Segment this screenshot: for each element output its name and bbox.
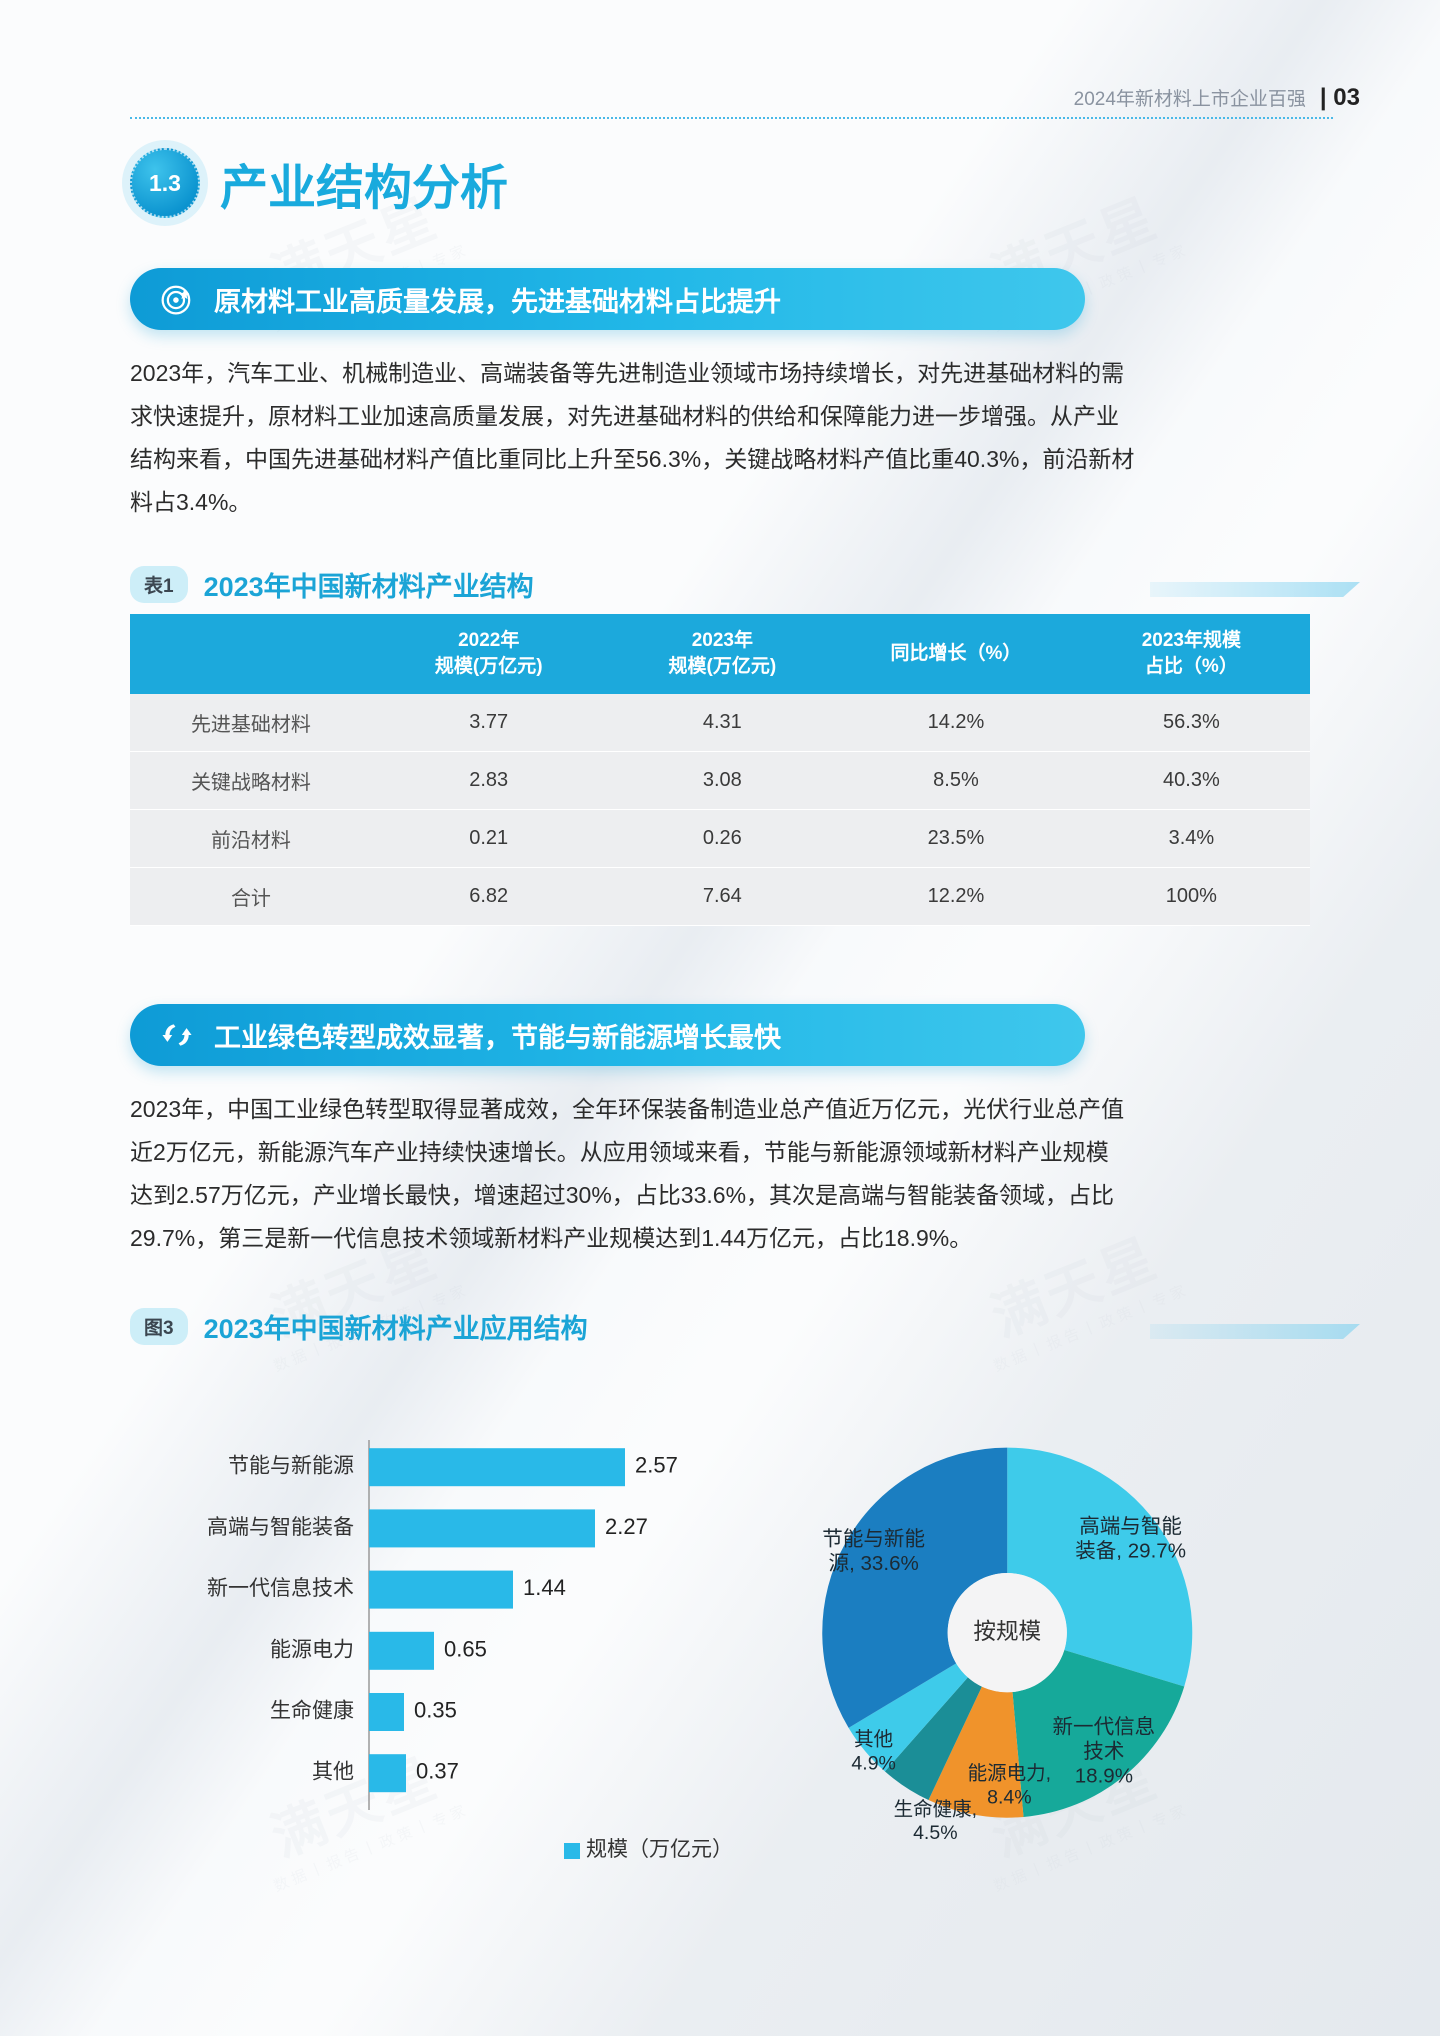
- svg-text:节能与新能: 节能与新能: [822, 1527, 925, 1550]
- svg-text:节能与新能源: 节能与新能源: [228, 1455, 354, 1478]
- svg-text:能源电力: 能源电力: [270, 1638, 354, 1661]
- svg-text:源, 33.6%: 源, 33.6%: [829, 1552, 919, 1575]
- svg-text:新一代信息: 新一代信息: [1052, 1715, 1155, 1738]
- svg-text:生命健康,: 生命健康,: [894, 1799, 977, 1821]
- svg-text:4.5%: 4.5%: [913, 1822, 957, 1844]
- svg-text:0.35: 0.35: [414, 1698, 457, 1723]
- svg-text:18.9%: 18.9%: [1075, 1765, 1133, 1788]
- svg-text:技术: 技术: [1083, 1740, 1124, 1763]
- svg-text:规模（万亿元）: 规模（万亿元）: [586, 1838, 733, 1861]
- svg-text:高端与智能: 高端与智能: [1079, 1515, 1182, 1538]
- svg-text:装备, 29.7%: 装备, 29.7%: [1075, 1540, 1186, 1563]
- svg-text:2.27: 2.27: [605, 1514, 648, 1539]
- svg-text:能源电力,: 能源电力,: [968, 1763, 1051, 1785]
- svg-text:1.44: 1.44: [523, 1575, 566, 1600]
- svg-text:0.37: 0.37: [416, 1759, 459, 1784]
- svg-text:其他: 其他: [312, 1761, 354, 1784]
- svg-text:按规模: 按规模: [973, 1619, 1041, 1644]
- svg-text:4.9%: 4.9%: [851, 1752, 895, 1774]
- svg-text:其他: 其他: [854, 1729, 893, 1751]
- svg-text:2.57: 2.57: [635, 1453, 678, 1478]
- svg-text:高端与智能装备: 高端与智能装备: [207, 1516, 354, 1539]
- svg-text:新一代信息技术: 新一代信息技术: [207, 1577, 354, 1600]
- svg-text:0.65: 0.65: [444, 1636, 487, 1661]
- svg-text:生命健康: 生命健康: [270, 1700, 354, 1723]
- svg-text:8.4%: 8.4%: [987, 1786, 1031, 1808]
